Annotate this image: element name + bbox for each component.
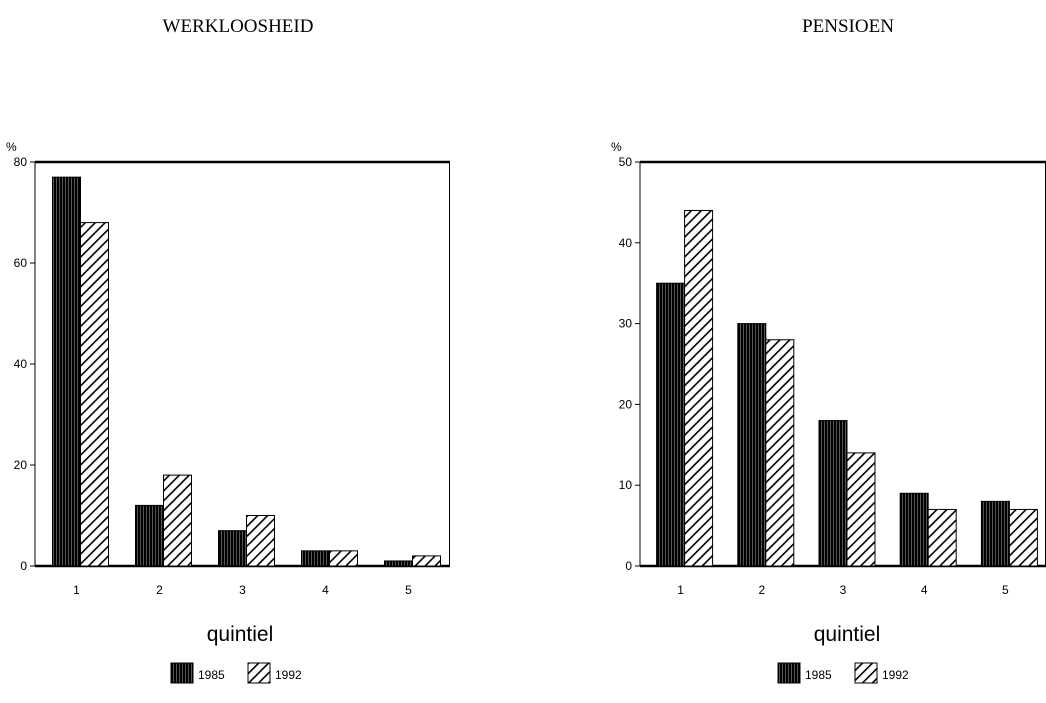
y-tick-label: 10	[619, 478, 633, 492]
legend-label-1992: 1992	[882, 668, 909, 682]
bar-1985-2	[737, 323, 767, 567]
bar-1985-1	[52, 176, 81, 567]
bar-1985-1	[656, 282, 686, 567]
bar-1992-4	[927, 508, 957, 567]
bar-1992-5	[412, 555, 441, 567]
y-tick-label: 20	[14, 458, 28, 472]
x-tick-label: 3	[239, 583, 246, 597]
y-tick-label: 20	[619, 397, 633, 411]
x-tick-label: 1	[73, 583, 80, 597]
bar-1992-1	[684, 209, 714, 567]
y-unit-label: %	[6, 140, 17, 154]
y-tick-label: 30	[619, 317, 633, 331]
y-unit-label: %	[611, 140, 622, 154]
legend-swatch-1992	[247, 662, 271, 684]
y-tick-label: 80	[14, 155, 28, 169]
legend-label-1985: 1985	[805, 668, 832, 682]
x-axis-label: quintiel	[814, 623, 881, 646]
x-tick-label: 2	[156, 583, 163, 597]
legend-label-1985: 1985	[198, 668, 225, 682]
bar-1985-3	[218, 530, 247, 567]
x-tick-label: 4	[322, 583, 329, 597]
y-tick-label: 40	[619, 236, 633, 250]
bar-1985-4	[899, 492, 929, 567]
bar-1985-2	[135, 504, 164, 567]
bar-1992-5	[1008, 508, 1038, 567]
bar-1985-3	[818, 420, 848, 567]
y-tick-label: 0	[20, 559, 27, 573]
legend-swatch-1985	[777, 662, 801, 684]
x-tick-label: 3	[840, 583, 847, 597]
x-tick-label: 4	[921, 583, 928, 597]
chart-werkloosheid: WERKLOOSHEID % quintiel 0 20 40 60 80 1 2 3 4 5 19…	[6, 16, 450, 684]
bar-1992-1	[80, 222, 109, 567]
x-axis-label: quintiel	[207, 623, 274, 646]
legend-swatch-1985	[170, 662, 194, 684]
y-tick-label: 60	[14, 256, 28, 270]
x-tick-label: 5	[405, 583, 412, 597]
y-tick-label: 40	[14, 357, 28, 371]
bar-1985-5	[384, 560, 413, 567]
y-tick-label: 50	[619, 155, 633, 169]
x-tick-label: 2	[758, 583, 765, 597]
chart-title: PENSIOEN	[802, 16, 894, 37]
x-tick-label: 5	[1002, 583, 1009, 597]
x-tick-label: 1	[677, 583, 684, 597]
chart-title: WERKLOOSHEID	[163, 16, 314, 37]
bar-1985-4	[301, 550, 330, 567]
chart-pensioen: PENSIOEN % quintiel 0 10 20 30 40 50 1 2 3 4 5 1985…	[611, 16, 1046, 684]
y-tick-label: 0	[625, 559, 632, 573]
bar-1992-3	[846, 452, 876, 567]
bar-1992-3	[246, 515, 275, 567]
bar-1985-5	[980, 500, 1010, 567]
bar-1992-4	[329, 550, 358, 567]
legend-label-1992: 1992	[275, 668, 302, 682]
bar-1992-2	[765, 339, 795, 567]
legend-swatch-1992	[854, 662, 878, 684]
bar-1992-2	[163, 474, 192, 567]
